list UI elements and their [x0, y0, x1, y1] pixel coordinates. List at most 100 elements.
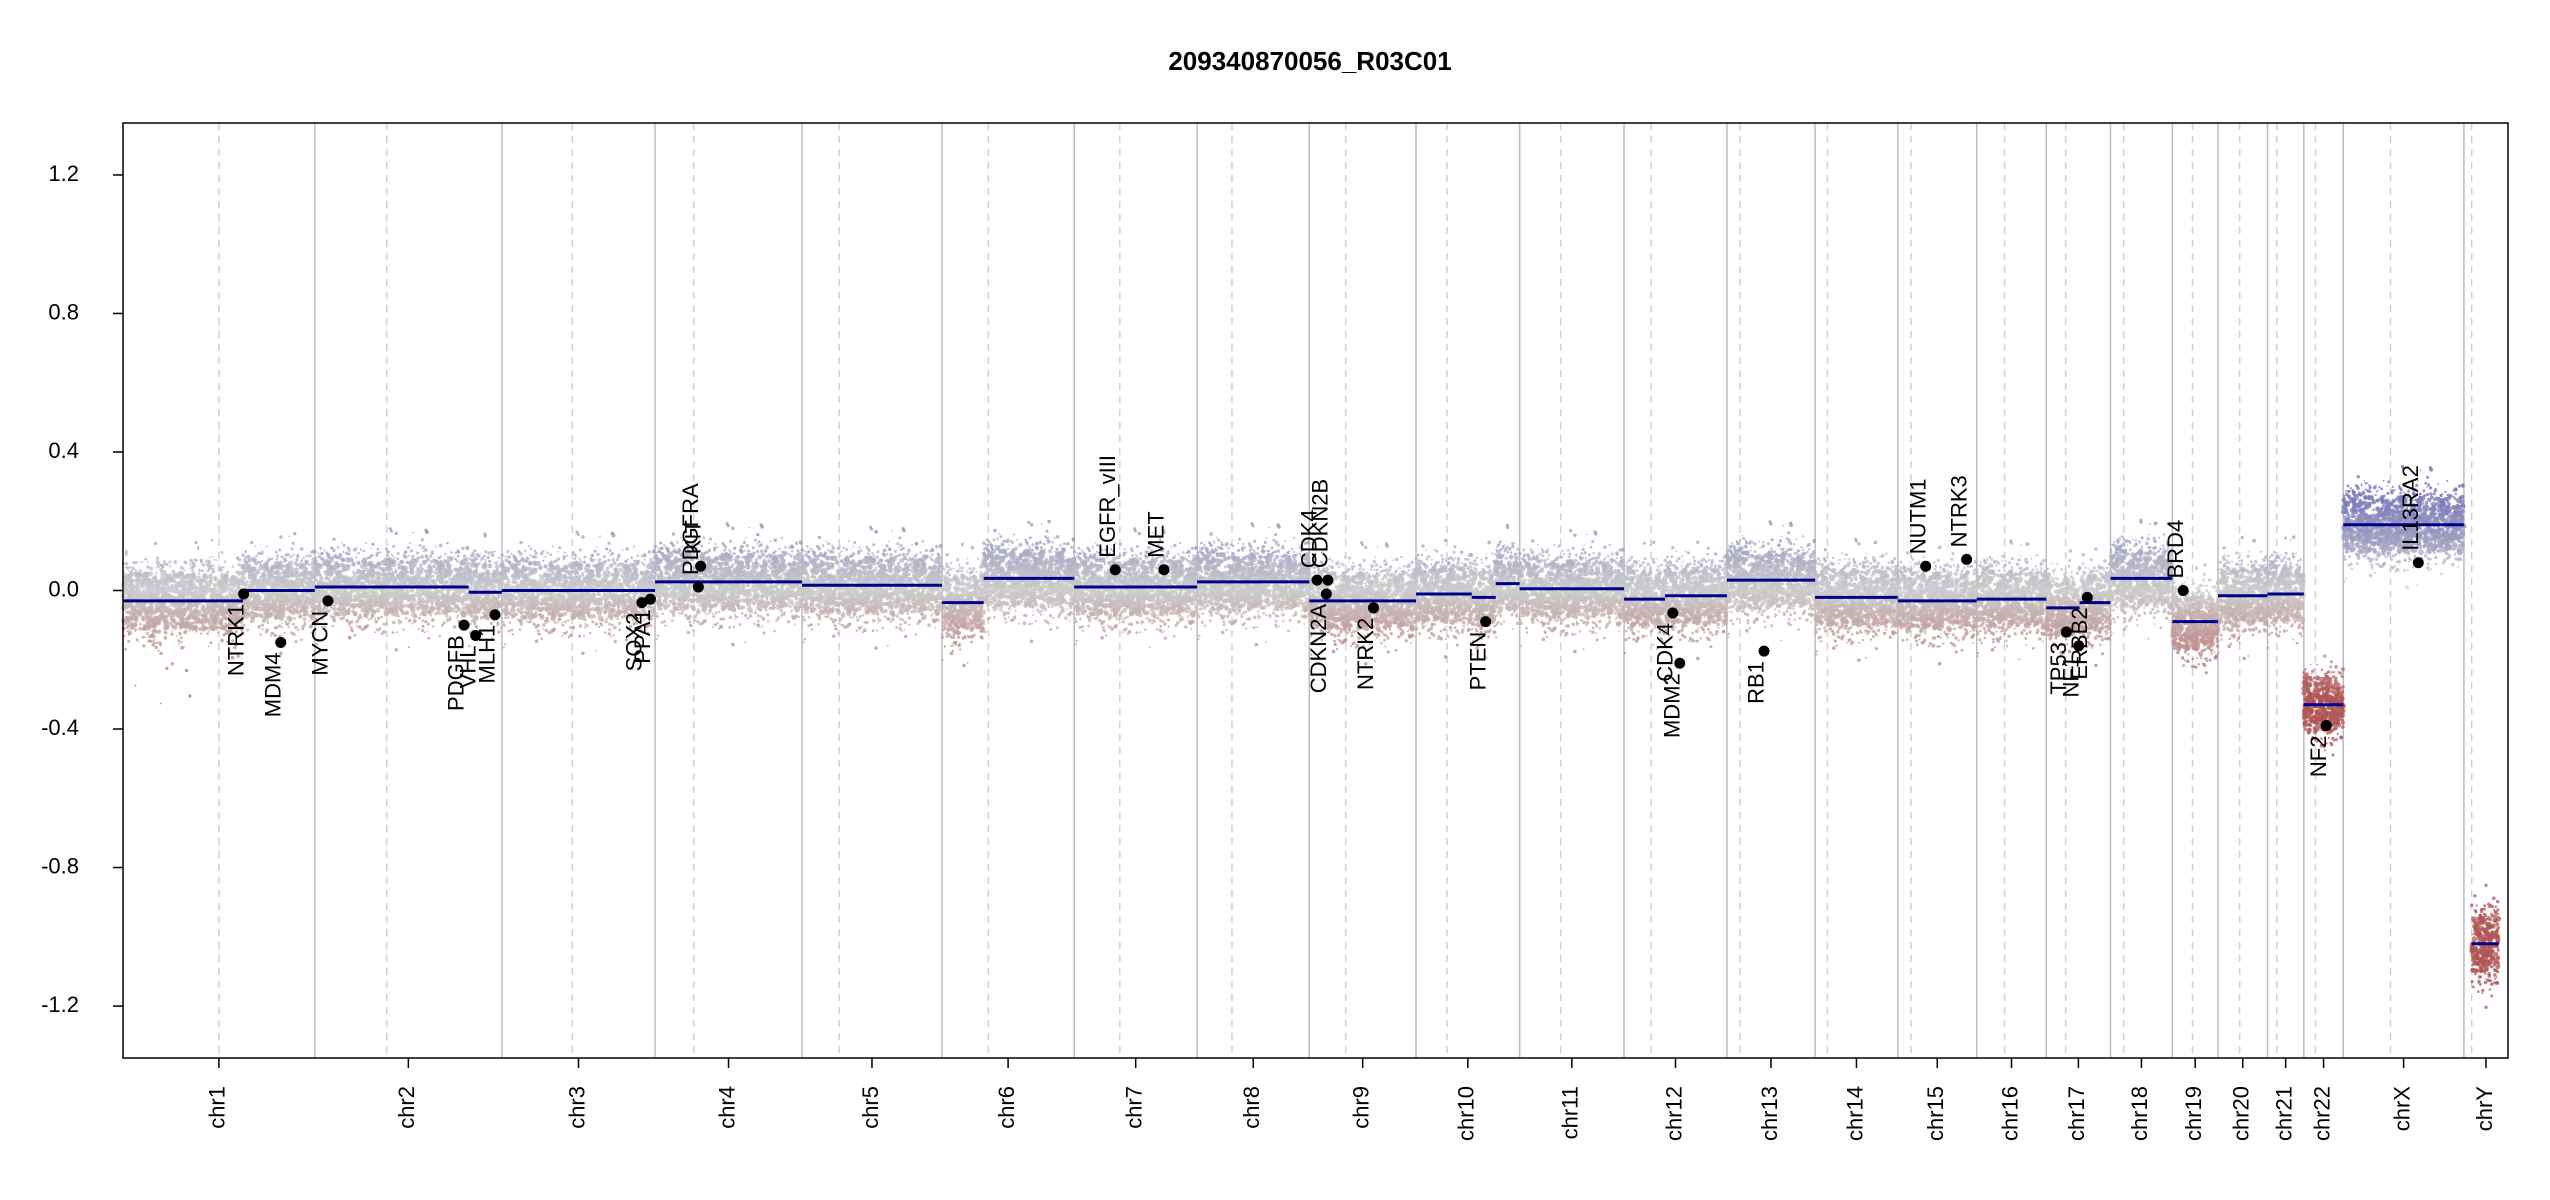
probe-point — [422, 560, 427, 565]
probe-point — [396, 557, 399, 560]
probe-point — [222, 566, 225, 569]
probe-point — [374, 618, 376, 620]
probe-point — [355, 579, 360, 584]
probe-point — [158, 562, 160, 564]
probe-point — [261, 623, 264, 626]
probe-point — [216, 626, 220, 630]
probe-point — [209, 588, 213, 592]
probe-point — [206, 632, 209, 635]
probe-point — [462, 606, 467, 611]
probe-point — [351, 603, 357, 609]
probe-point — [165, 667, 168, 670]
probe-point — [318, 581, 321, 584]
probe-point — [184, 561, 188, 565]
probe-point — [429, 555, 432, 558]
probe-point — [356, 553, 358, 555]
probe-point — [131, 627, 134, 630]
probe-point — [279, 604, 282, 607]
probe-point — [208, 646, 210, 648]
probe-point — [273, 572, 277, 576]
probe-point — [287, 592, 291, 596]
probe-point — [456, 617, 458, 619]
probe-point — [211, 596, 214, 599]
probe-point — [293, 617, 296, 620]
probe-point — [267, 622, 269, 624]
probe-point — [450, 551, 453, 554]
probe-point — [174, 613, 178, 617]
probe-point — [456, 550, 460, 554]
probe-point — [208, 585, 211, 588]
probe-point — [419, 580, 424, 585]
probe-point — [484, 535, 487, 538]
probe-point — [392, 621, 396, 625]
probe-point — [208, 630, 210, 632]
probe-point — [359, 616, 363, 620]
probe-point — [430, 614, 433, 617]
probe-point — [351, 562, 356, 567]
probe-point — [304, 613, 308, 617]
probe-point — [470, 614, 473, 617]
probe-point — [125, 616, 128, 619]
probe-point — [411, 622, 413, 624]
probe-point — [305, 598, 310, 603]
probe-point — [341, 558, 344, 561]
probe-point — [464, 615, 466, 617]
probe-point — [167, 563, 169, 565]
probe-point — [247, 556, 251, 560]
probe-point — [403, 554, 406, 557]
probe-point — [212, 570, 215, 573]
probe-point — [155, 567, 157, 569]
probe-point — [218, 566, 222, 570]
probe-point — [455, 610, 458, 613]
probe-point — [325, 570, 330, 575]
probe-point — [500, 626, 502, 628]
probe-point — [358, 619, 360, 621]
probe-point — [278, 549, 281, 552]
probe-point — [194, 578, 198, 582]
probe-point — [339, 600, 343, 604]
probe-point — [162, 616, 166, 620]
probe-point — [141, 593, 145, 597]
probe-point — [385, 622, 389, 626]
probe-point — [362, 550, 365, 553]
probe-point — [413, 532, 415, 534]
probe-point — [278, 612, 283, 617]
probe-point — [407, 546, 410, 549]
probe-point — [129, 566, 132, 569]
probe-point — [441, 609, 444, 612]
probe-point — [447, 601, 450, 604]
probe-point — [158, 641, 161, 644]
probe-point — [247, 581, 249, 583]
probe-point — [441, 595, 446, 600]
probe-point — [290, 600, 293, 603]
probe-point — [155, 642, 158, 645]
probe-point — [176, 623, 178, 625]
probe-point — [204, 608, 207, 611]
probe-point — [466, 546, 469, 549]
probe-point — [382, 623, 385, 626]
probe-point — [258, 601, 262, 605]
probe-point — [142, 636, 145, 639]
probe-point — [408, 646, 410, 648]
probe-point — [419, 570, 422, 573]
probe-point — [133, 624, 135, 626]
probe-point — [189, 568, 191, 570]
probe-point — [426, 558, 430, 562]
probe-point — [142, 644, 145, 647]
probe-point — [406, 561, 409, 564]
probe-point — [430, 607, 433, 610]
probe-point — [181, 641, 183, 643]
probe-point — [498, 580, 502, 584]
probe-point — [141, 561, 143, 563]
probe-point — [363, 607, 368, 612]
probe-point — [139, 623, 142, 626]
probe-point — [491, 554, 493, 556]
probe-point — [398, 598, 401, 601]
probe-point — [424, 582, 428, 586]
probe-point — [211, 605, 214, 608]
probe-point — [263, 619, 267, 623]
probe-point — [146, 565, 150, 569]
probe-point — [335, 561, 339, 565]
probe-point — [429, 579, 433, 583]
